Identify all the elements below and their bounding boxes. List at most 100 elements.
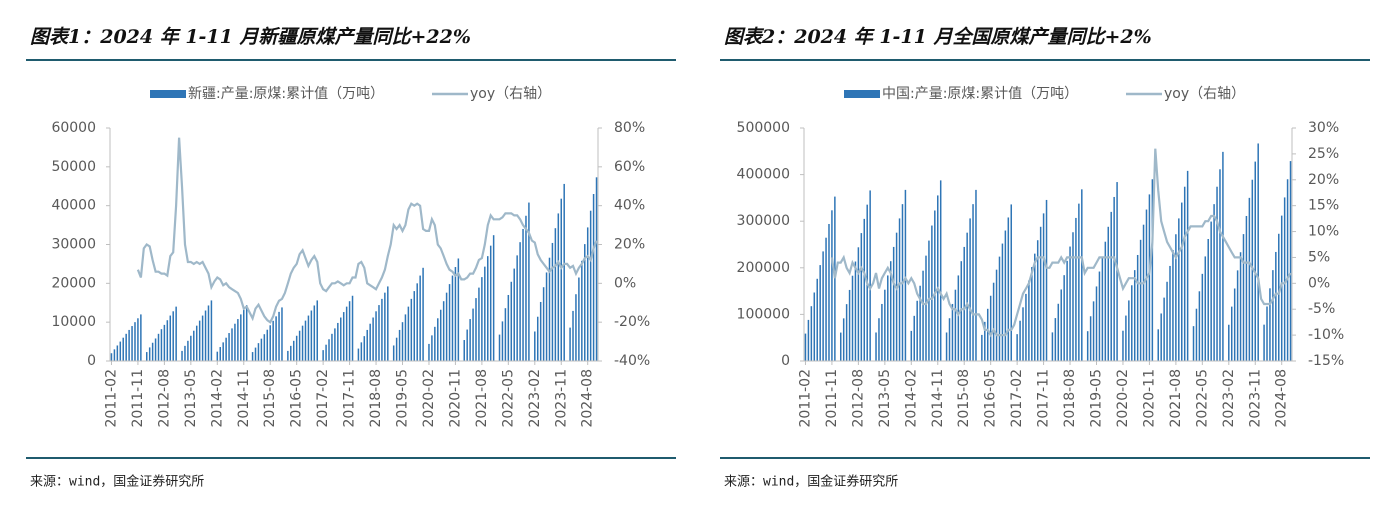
x-tick-label: 2011-11 bbox=[824, 369, 840, 428]
bar bbox=[1104, 241, 1107, 361]
bar bbox=[525, 215, 527, 361]
bar bbox=[237, 319, 239, 361]
bar bbox=[1054, 318, 1057, 361]
bar bbox=[934, 210, 936, 361]
bar bbox=[1028, 280, 1030, 361]
bar bbox=[863, 218, 866, 361]
bar bbox=[1157, 329, 1159, 361]
divider bbox=[720, 59, 1370, 61]
bar bbox=[1089, 316, 1092, 361]
y-tick-label: 10000 bbox=[51, 314, 96, 330]
bar bbox=[931, 225, 933, 361]
x-tick-label: 2023-11 bbox=[1247, 369, 1263, 428]
bar bbox=[1139, 239, 1142, 361]
bar bbox=[463, 340, 465, 361]
bar bbox=[966, 232, 968, 361]
bar bbox=[857, 247, 860, 361]
bar bbox=[163, 324, 166, 361]
bar bbox=[198, 320, 201, 361]
legend-label: 新疆:产量:原煤:累计值（万吨） bbox=[188, 86, 384, 102]
bar bbox=[542, 287, 545, 361]
bar bbox=[854, 261, 857, 361]
x-tick-label: 2011-02 bbox=[103, 369, 119, 428]
bar bbox=[328, 339, 330, 361]
bar bbox=[557, 213, 560, 361]
bar bbox=[1007, 217, 1010, 361]
bar bbox=[516, 255, 518, 361]
y-tick-label: 50000 bbox=[51, 159, 96, 175]
bar bbox=[1175, 234, 1177, 361]
bar bbox=[586, 227, 589, 361]
x-tick-label: 2012-08 bbox=[850, 369, 866, 428]
x-tick-label: 2013-05 bbox=[183, 369, 199, 428]
bar bbox=[131, 326, 133, 361]
y2-tick-label: 60% bbox=[614, 159, 645, 175]
bar bbox=[492, 235, 495, 361]
bar bbox=[451, 275, 454, 361]
x-tick-label: 2011-02 bbox=[797, 369, 813, 428]
bar bbox=[925, 255, 927, 361]
bar bbox=[169, 315, 172, 361]
bar bbox=[331, 333, 333, 361]
x-tick-label: 2015-08 bbox=[262, 369, 278, 428]
bar bbox=[1283, 197, 1286, 361]
bar bbox=[290, 345, 292, 361]
bar bbox=[457, 258, 460, 361]
bar bbox=[869, 190, 871, 361]
bar bbox=[1280, 215, 1283, 361]
bar bbox=[269, 325, 271, 361]
bar bbox=[1186, 170, 1189, 361]
bar bbox=[1210, 221, 1212, 361]
bar bbox=[822, 251, 824, 361]
bar bbox=[513, 268, 515, 361]
x-tick-label: 2024-08 bbox=[580, 369, 596, 428]
bar bbox=[984, 321, 986, 361]
bar bbox=[316, 300, 319, 361]
bar bbox=[1169, 265, 1171, 361]
bar bbox=[839, 332, 842, 361]
y2-tick-label: 5% bbox=[1308, 249, 1330, 265]
bar bbox=[1092, 301, 1095, 361]
bar bbox=[945, 332, 948, 361]
x-tick-label: 2012-08 bbox=[156, 369, 172, 428]
bar bbox=[298, 330, 301, 361]
bar bbox=[442, 301, 445, 361]
bar bbox=[1181, 202, 1183, 361]
bar bbox=[310, 310, 313, 361]
bar bbox=[957, 275, 960, 361]
y2-tick-label: -5% bbox=[1308, 301, 1335, 317]
bar bbox=[207, 305, 210, 361]
bar bbox=[1001, 243, 1004, 361]
bar bbox=[1110, 211, 1112, 361]
bar bbox=[487, 256, 489, 361]
bar bbox=[560, 198, 563, 361]
x-tick-label: 2022-05 bbox=[1194, 369, 1210, 428]
bar bbox=[1063, 275, 1065, 361]
bar bbox=[937, 195, 939, 361]
bar bbox=[431, 335, 433, 361]
bar bbox=[413, 291, 416, 361]
yoy-line bbox=[136, 137, 598, 324]
bar bbox=[589, 210, 592, 361]
bar bbox=[410, 298, 413, 361]
bar bbox=[140, 314, 142, 361]
bar bbox=[454, 267, 457, 361]
legend-label: 中国:产量:原煤:累计值（万吨） bbox=[882, 86, 1078, 102]
bar bbox=[195, 325, 198, 361]
y-tick-label: 400000 bbox=[737, 167, 790, 183]
bar bbox=[1069, 246, 1071, 361]
bar bbox=[489, 245, 492, 361]
bar bbox=[1160, 313, 1162, 361]
source: 来源：wind，国金证券研究所 bbox=[30, 474, 204, 490]
bar bbox=[484, 266, 486, 361]
bar bbox=[307, 315, 310, 361]
bar bbox=[1101, 256, 1104, 361]
bar bbox=[581, 260, 583, 361]
y-tick-label: 60000 bbox=[51, 120, 96, 136]
bar bbox=[1166, 281, 1168, 361]
x-tick-label: 2024-08 bbox=[1274, 369, 1290, 428]
legend-swatch bbox=[844, 90, 880, 98]
bar bbox=[366, 329, 368, 361]
x-tick-label: 2023-02 bbox=[1221, 369, 1237, 428]
bar bbox=[1163, 297, 1165, 361]
